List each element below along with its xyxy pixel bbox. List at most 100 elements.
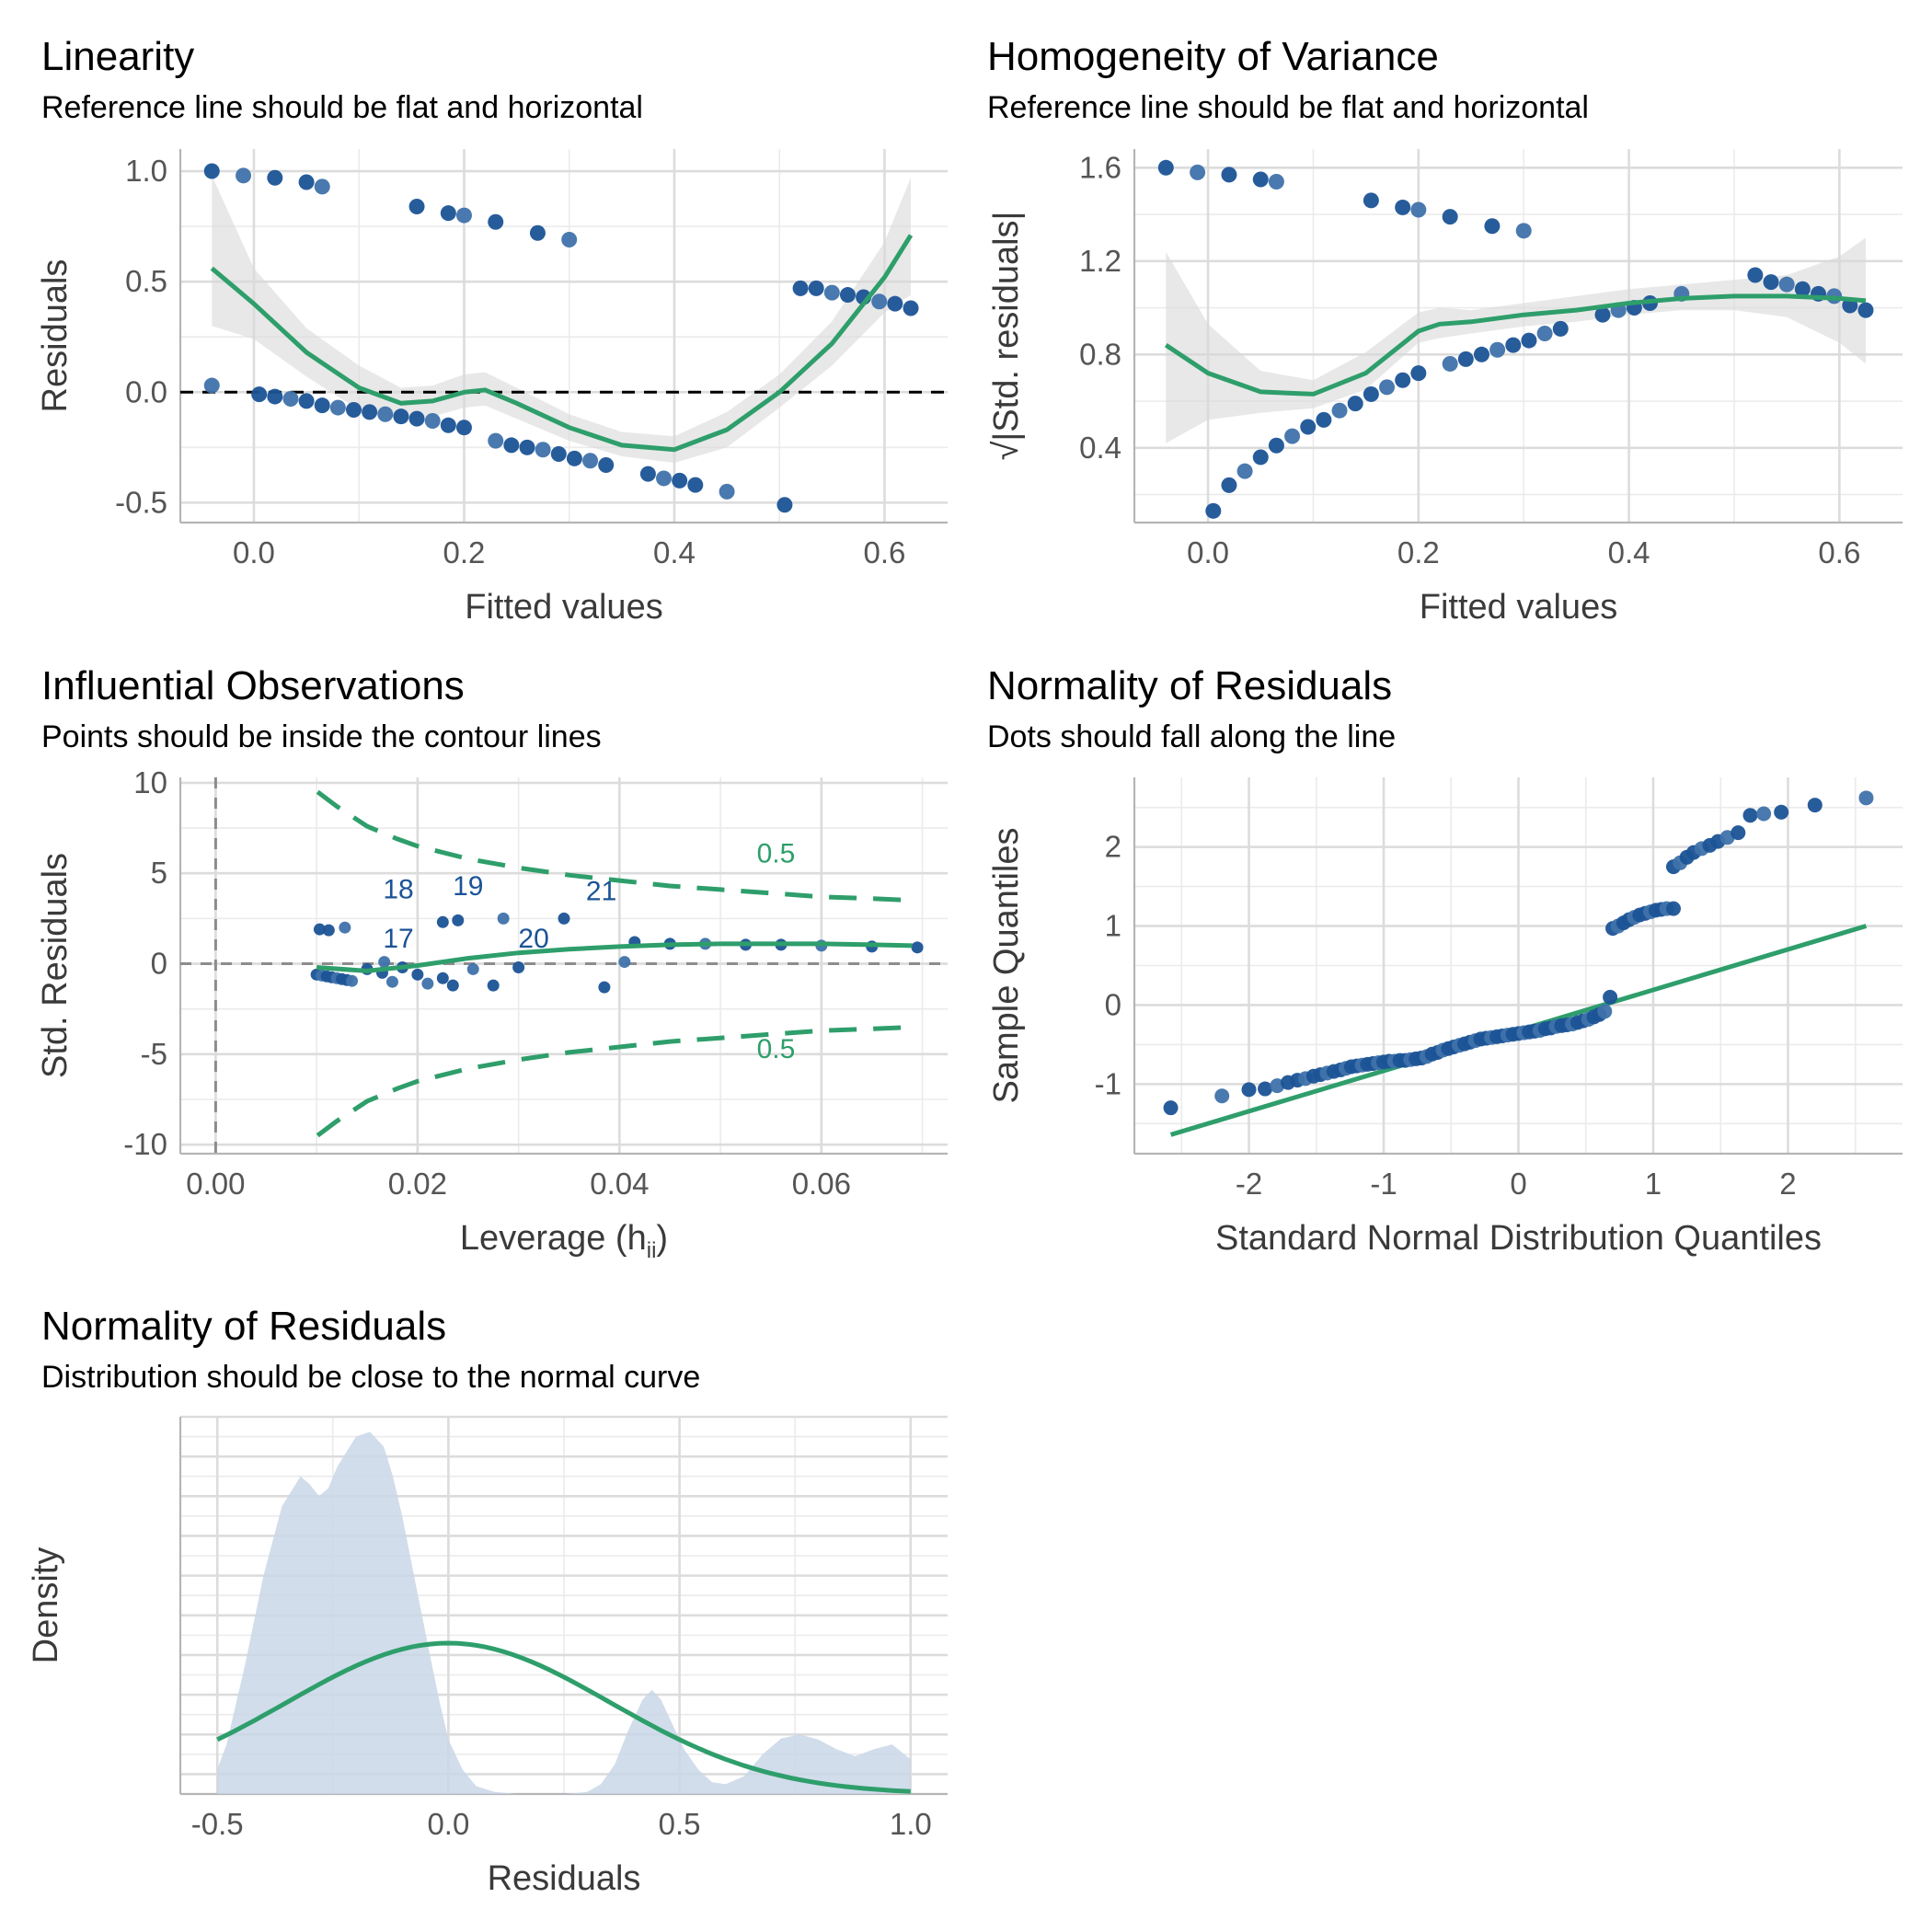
linearity-point	[298, 393, 315, 409]
qq-subtitle: Dots should fall along the line	[987, 719, 1396, 754]
homogeneity-point	[1778, 276, 1795, 293]
linearity-y-tick-label: 0.0	[125, 374, 167, 408]
linearity-point	[582, 453, 599, 469]
homogeneity-x-tick-label: 0.6	[1818, 535, 1860, 569]
linearity-point	[903, 300, 919, 316]
homogeneity-y-tick-label: 1.2	[1079, 244, 1121, 278]
influential-point	[313, 923, 326, 936]
linearity-point	[298, 174, 315, 190]
homogeneity-x-axis-label: Fitted values	[1420, 588, 1617, 627]
density-title: Normality of Residuals	[41, 1304, 446, 1349]
density-x-tick-label: -0.5	[191, 1807, 244, 1841]
influential-y-tick-label: 5	[151, 856, 167, 890]
homogeneity-point	[1763, 274, 1779, 291]
linearity-point	[561, 231, 578, 247]
linearity-point	[362, 404, 378, 420]
influential-point	[322, 924, 335, 937]
influential-x-axis-label-close: )	[656, 1219, 668, 1258]
qq-point	[1742, 808, 1758, 823]
influential-x-tick-label: 0.06	[792, 1167, 851, 1201]
linearity-point	[424, 412, 441, 429]
linearity-point	[203, 377, 220, 394]
influential-point	[497, 912, 510, 925]
linearity-point	[314, 397, 330, 414]
linearity-point	[550, 446, 567, 463]
homogeneity-point	[1473, 346, 1489, 362]
homogeneity-x-tick-label: 0.0	[1187, 535, 1229, 569]
linearity-point	[887, 295, 903, 312]
homogeneity-y-tick-label: 1.6	[1079, 150, 1121, 184]
linearity-point	[346, 401, 362, 418]
qq-x-tick-label: 0	[1510, 1167, 1526, 1201]
qq-point	[1603, 989, 1618, 1005]
linearity-y-axis-label: Residuals	[36, 259, 75, 413]
qq-y-axis-label: Sample Quantiles	[987, 828, 1026, 1104]
density-y-axis-label: Density	[27, 1547, 65, 1664]
influential-panel: Influential Observations Points should b…	[36, 663, 948, 1263]
linearity-point	[408, 198, 425, 214]
influential-contour-upper	[316, 789, 913, 903]
qq-y-tick-label: 1	[1105, 909, 1121, 943]
qq-point	[1258, 1081, 1273, 1097]
linearity-point	[267, 388, 283, 405]
density-y-axis-label-text: Density	[27, 1547, 65, 1664]
homogeneity-point	[1331, 402, 1348, 419]
homogeneity-title: Homogeneity of Variance	[987, 34, 1439, 79]
linearity-title: Linearity	[41, 34, 194, 79]
influential-y-tick-label: -10	[123, 1127, 167, 1161]
influential-y-axis-label-text: Std. Residuals	[36, 853, 75, 1078]
homogeneity-point	[1236, 463, 1253, 479]
influential-title: Influential Observations	[41, 663, 465, 708]
qq-y-axis-label-text: Sample Quantiles	[987, 828, 1026, 1104]
qq-point	[1756, 806, 1772, 822]
density-panel: Normality of Residuals Distribution shou…	[27, 1304, 948, 1898]
linearity-point	[236, 167, 252, 184]
density-normal-curve	[216, 1640, 911, 1794]
homogeneity-point	[1268, 437, 1284, 454]
linearity-point	[393, 408, 409, 425]
homogeneity-point	[1284, 428, 1301, 444]
qq-title: Normality of Residuals	[987, 663, 1392, 708]
density-subtitle: Distribution should be close to the norm…	[41, 1360, 700, 1395]
linearity-y-tick-label: 1.0	[125, 154, 167, 188]
qq-point	[1858, 790, 1874, 806]
linearity-point	[719, 483, 735, 500]
linearity-point	[566, 450, 582, 466]
linearity-x-axis-label: Fitted values	[465, 588, 662, 627]
homogeneity-point	[1484, 218, 1501, 235]
homogeneity-point	[1521, 332, 1537, 349]
linearity-point	[687, 477, 704, 493]
linearity-point	[598, 457, 615, 474]
linearity-point	[535, 442, 551, 458]
influential-x-tick-label: 0.02	[388, 1167, 447, 1201]
homogeneity-point	[1252, 449, 1269, 466]
linearity-point	[823, 284, 840, 301]
homogeneity-point	[1395, 199, 1411, 215]
qq-x-tick-label: -1	[1370, 1167, 1397, 1201]
homogeneity-point	[1794, 281, 1811, 297]
linearity-point	[488, 213, 504, 230]
qq-point	[1214, 1088, 1230, 1104]
qq-x-tick-label: -2	[1236, 1167, 1262, 1201]
qq-x-axis-label: Standard Normal Distribution Quantiles	[1215, 1219, 1822, 1258]
influential-contour-label: 0.5	[757, 1034, 796, 1064]
qq-point	[1665, 901, 1681, 916]
qq-panel: Normality of Residuals Dots should fall …	[987, 663, 1903, 1258]
homogeneity-confidence-band	[1166, 237, 1866, 443]
linearity-point	[519, 439, 535, 455]
linearity-point	[672, 472, 688, 489]
homogeneity-point	[1363, 192, 1379, 209]
influential-point-label: 20	[518, 924, 548, 954]
qq-x-tick-label: 1	[1645, 1167, 1662, 1201]
linearity-point	[377, 406, 394, 422]
density-x-axis-label: Residuals	[488, 1859, 641, 1898]
homogeneity-point	[1410, 201, 1427, 218]
influential-y-tick-label: -5	[141, 1037, 167, 1071]
homogeneity-point	[1363, 385, 1379, 402]
qq-x-tick-label: 2	[1779, 1167, 1796, 1201]
linearity-point	[440, 205, 456, 222]
linearity-point	[871, 293, 888, 310]
influential-point	[512, 960, 525, 973]
linearity-point	[503, 437, 520, 454]
homogeneity-point	[1747, 267, 1764, 283]
